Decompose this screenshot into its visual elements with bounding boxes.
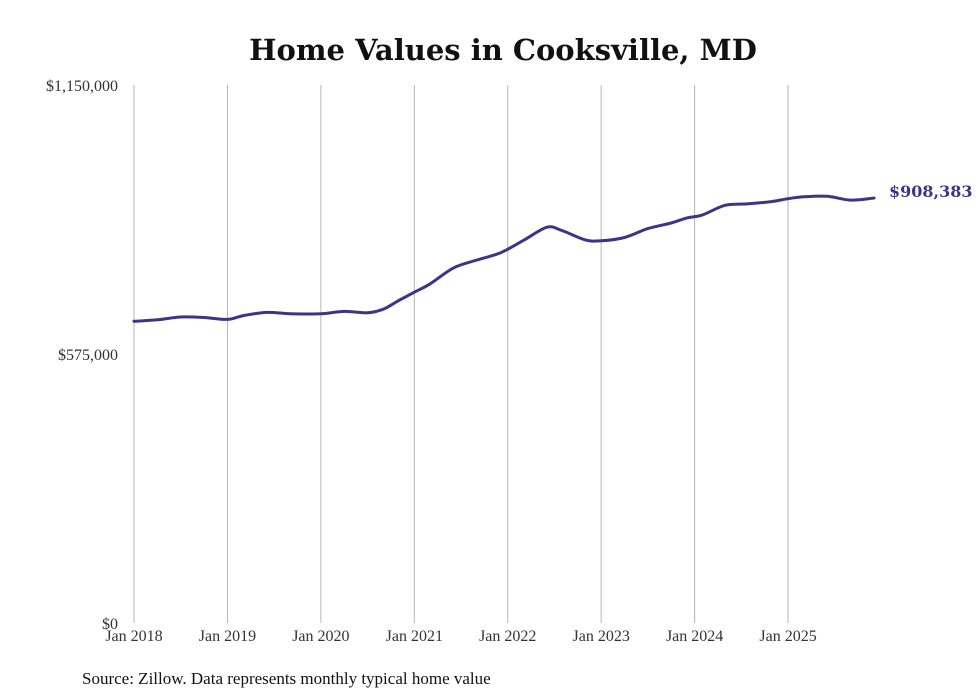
source-note: Source: Zillow. Data represents monthly … xyxy=(82,669,491,688)
latest-value-label: $908,383 xyxy=(889,182,973,201)
home-value-series-line xyxy=(132,194,876,323)
x-tick-label-1: Jan 2019 xyxy=(199,628,256,645)
x-tick-label-0: Jan 2018 xyxy=(105,628,162,645)
y-tick-label-2: $1,150,000 xyxy=(46,78,118,95)
y-axis-ticks: $0 $575,000 $1,150,000 xyxy=(46,78,118,633)
x-tick-label-7: Jan 2025 xyxy=(759,628,816,645)
y-tick-label-0: $0 xyxy=(102,616,118,633)
x-axis-ticks: Jan 2018 Jan 2019 Jan 2020 Jan 2021 Jan 2022… xyxy=(105,628,816,645)
x-tick-label-2: Jan 2020 xyxy=(292,628,349,645)
y-tick-label-1: $575,000 xyxy=(58,347,118,364)
chart-title: Home Values in Cooksville, MD xyxy=(249,33,757,67)
x-tick-label-5: Jan 2023 xyxy=(573,628,630,645)
gridlines xyxy=(133,85,789,623)
x-tick-label-6: Jan 2024 xyxy=(666,628,723,645)
x-tick-label-3: Jan 2021 xyxy=(386,628,443,645)
x-tick-label-4: Jan 2022 xyxy=(479,628,536,645)
